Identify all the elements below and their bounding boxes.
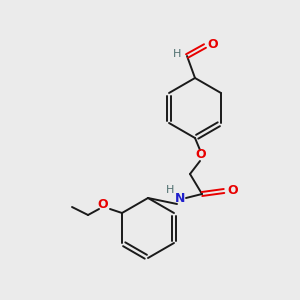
Text: H: H <box>173 49 181 59</box>
Text: O: O <box>228 184 238 196</box>
Text: H: H <box>166 185 174 195</box>
Text: N: N <box>175 193 185 206</box>
Text: O: O <box>98 199 108 212</box>
Text: O: O <box>196 148 206 161</box>
Text: O: O <box>208 38 218 52</box>
